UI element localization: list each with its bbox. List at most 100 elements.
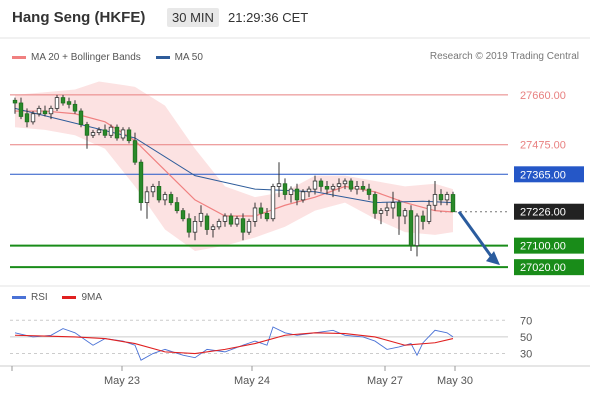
candle-body — [252, 207, 258, 222]
candle-body — [60, 97, 66, 104]
candle-body — [330, 186, 336, 190]
candle-body — [438, 194, 444, 201]
candle-body — [336, 183, 342, 187]
candle-body — [210, 226, 216, 230]
candle-body — [198, 212, 204, 222]
candle-body — [408, 210, 414, 247]
candle-body — [360, 186, 366, 190]
projection-arrow-head — [486, 251, 500, 266]
rsi-tick-label: 50 — [520, 332, 532, 344]
candle-body — [102, 129, 108, 136]
candle-body — [234, 218, 240, 225]
candle-body — [450, 194, 456, 213]
candle-body — [144, 191, 150, 203]
instrument-title: Hang Seng (HKFE) — [12, 9, 146, 26]
legend-swatch — [12, 56, 26, 59]
candle-body — [186, 218, 192, 233]
candle-body — [294, 188, 300, 201]
legend-label: MA 20 + Bollinger Bands — [31, 52, 141, 63]
chart-header: Hang Seng (HKFE) 30 MIN 21:29:36 CET — [0, 0, 590, 36]
price-label-27226.00: 27226.00 — [520, 207, 566, 219]
candle-body — [258, 207, 264, 214]
candle-body — [372, 194, 378, 214]
price-label-27475.00: 27475.00 — [520, 140, 566, 152]
candle-body — [426, 204, 432, 222]
candle-body — [222, 215, 228, 222]
candle-body — [96, 129, 102, 133]
candle-body — [366, 188, 372, 195]
x-tick-label: May 27 — [367, 375, 403, 387]
legend-ma20-bollinger: MA 20 + Bollinger Bands — [12, 52, 141, 63]
candle-body — [264, 212, 270, 220]
candle-body — [324, 186, 330, 190]
candle-body — [414, 215, 420, 247]
candle-body — [126, 129, 132, 142]
rsi-tick-label: 70 — [520, 315, 532, 327]
candle-body — [246, 221, 252, 233]
x-tick-label: May 30 — [437, 375, 473, 387]
candle-body — [276, 183, 282, 187]
candle-body — [192, 221, 198, 233]
x-tick-label: May 23 — [104, 375, 140, 387]
projection-arrow-shaft — [457, 210, 496, 262]
candle-body — [240, 218, 246, 233]
price-label-27365.00: 27365.00 — [520, 169, 566, 181]
candle-body — [12, 99, 18, 104]
candle-body — [228, 215, 234, 225]
candle-body — [84, 124, 90, 136]
price-label-27100.00: 27100.00 — [520, 241, 566, 253]
candle-body — [318, 180, 324, 187]
candle-body — [150, 186, 156, 193]
candle-body — [72, 103, 78, 112]
price-label-bg — [514, 259, 584, 276]
legend-rsi: RSI — [12, 292, 48, 303]
candle-body — [90, 132, 96, 136]
x-tick-label: May 24 — [234, 375, 270, 387]
candle-body — [30, 113, 36, 123]
candle-body — [24, 113, 30, 123]
price-label-bg — [514, 166, 584, 183]
candle-body — [36, 107, 42, 115]
legend-ma50: MA 50 — [155, 52, 203, 63]
legend-swatch — [155, 56, 170, 59]
rsi-line — [14, 326, 454, 361]
candle-body — [204, 215, 210, 230]
candle-body — [288, 188, 294, 195]
bollinger-band-area — [15, 81, 453, 252]
candle-body — [270, 186, 276, 220]
main-legend: MA 20 + Bollinger Bands MA 50 — [12, 51, 215, 63]
candle-body — [168, 194, 174, 203]
candle-body — [390, 202, 396, 209]
timestamp: 21:29:36 CET — [228, 10, 309, 25]
ma20-line — [15, 110, 454, 217]
candle-body — [18, 102, 24, 117]
price-label-bg — [514, 237, 584, 254]
candle-body — [384, 207, 390, 212]
price-label-bg — [514, 203, 584, 220]
candle-body — [108, 126, 114, 136]
candle-body — [300, 191, 306, 201]
candle-body — [162, 194, 168, 201]
candle-body — [378, 210, 384, 214]
rsi-legend: RSI 9MA — [12, 291, 114, 303]
legend-swatch — [62, 296, 77, 299]
legend-swatch — [12, 296, 26, 299]
candle-body — [342, 180, 348, 185]
candle-body — [156, 186, 162, 201]
candle-body — [312, 180, 318, 190]
legend-9ma: 9MA — [62, 292, 102, 303]
rsi-tick-label: 30 — [520, 349, 532, 361]
candle-body — [180, 210, 186, 220]
timeframe-badge[interactable]: 30 MIN — [167, 8, 219, 27]
candle-body — [114, 126, 120, 139]
candle-body — [348, 180, 354, 190]
copyright-notice: Research © 2019 Trading Central — [429, 51, 579, 62]
candle-body — [42, 110, 48, 115]
legend-label: MA 50 — [174, 52, 203, 63]
price-label-27020.00: 27020.00 — [520, 262, 566, 274]
candle-body — [396, 202, 402, 217]
candle-body — [282, 183, 288, 195]
rsi-ma-line — [14, 332, 454, 355]
candle-body — [138, 161, 144, 203]
